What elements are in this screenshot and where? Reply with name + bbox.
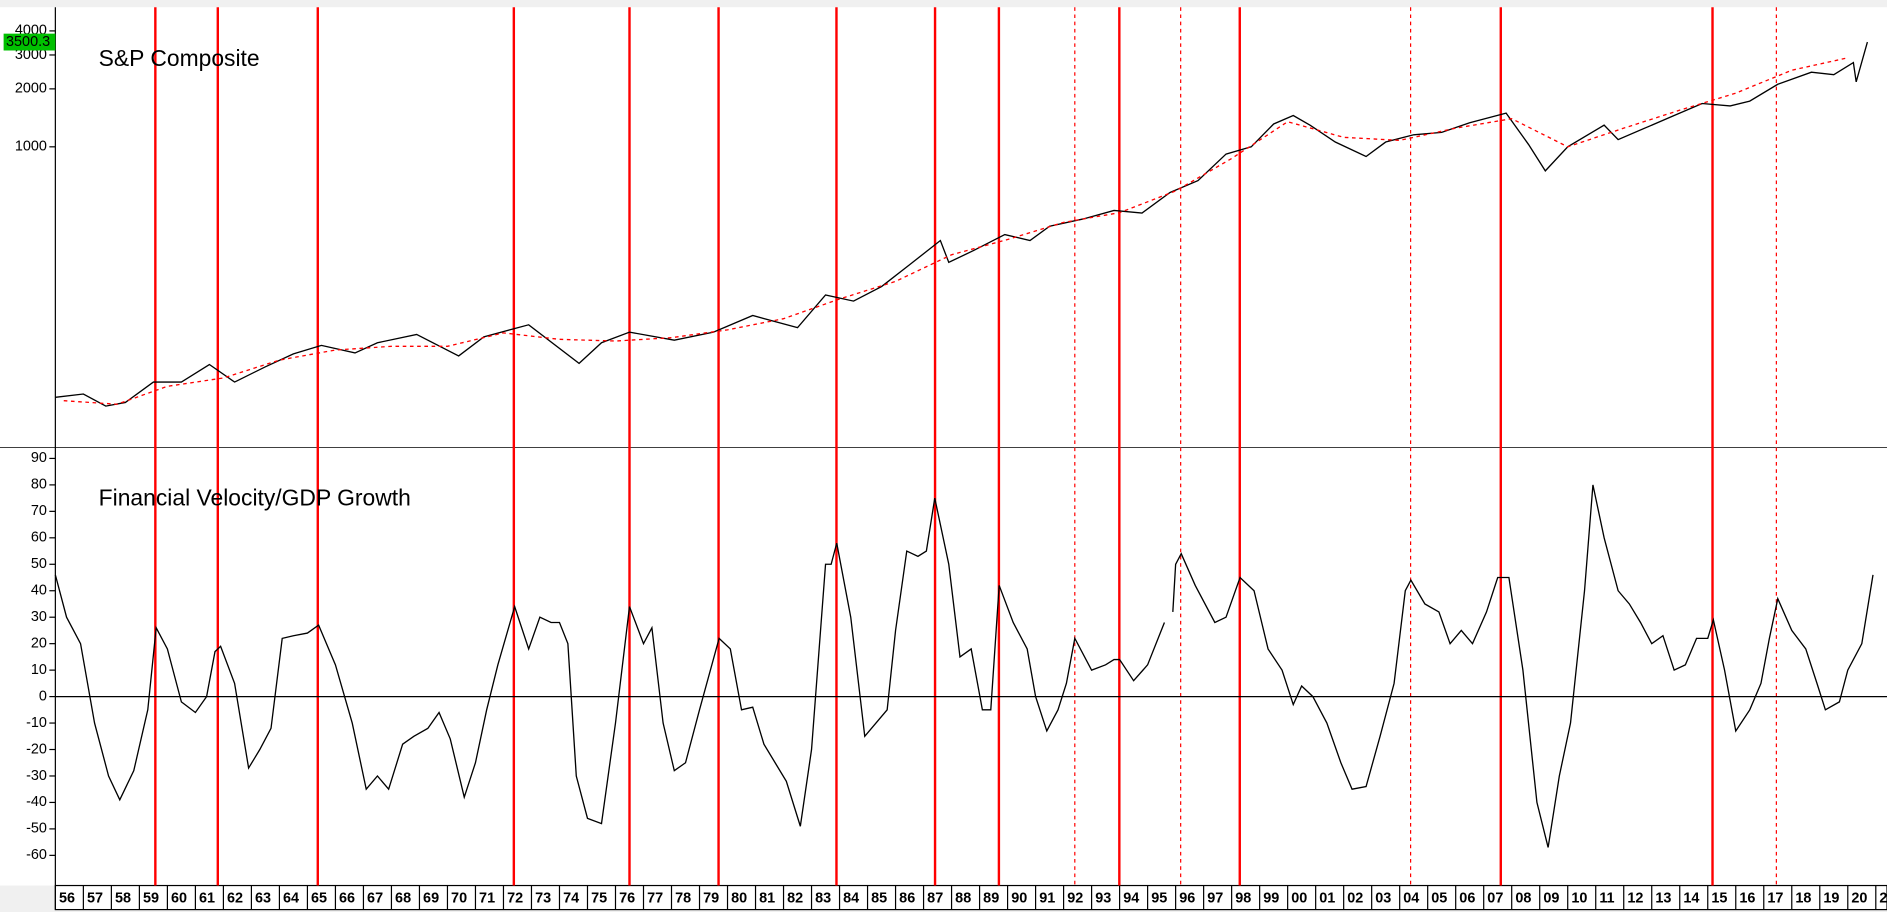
x-tick-label: 04 (1403, 891, 1419, 907)
x-tick-label: 83 (815, 891, 831, 907)
y-tick-label: -60 (26, 847, 47, 863)
x-tick-label: 62 (227, 891, 243, 907)
x-tick-label: 71 (479, 891, 495, 907)
y-tick-label: -30 (26, 768, 47, 784)
x-tick-label: 10 (1571, 891, 1587, 907)
x-tick-label: 86 (899, 891, 915, 907)
x-tick-label: 73 (535, 891, 551, 907)
x-tick-label: 80 (731, 891, 747, 907)
x-tick-label: 2 (1879, 891, 1887, 907)
x-tick-label: 69 (423, 891, 439, 907)
x-tick-label: 57 (87, 891, 103, 907)
x-tick-label: 18 (1795, 891, 1811, 907)
x-tick-label: 08 (1515, 891, 1531, 907)
x-tick-label: 56 (59, 891, 75, 907)
y-tick-label: 30 (31, 609, 47, 625)
average-line (63, 57, 1848, 405)
x-tick-label: 09 (1543, 891, 1559, 907)
x-tick-label: 95 (1151, 891, 1167, 907)
x-tick-label: 76 (619, 891, 635, 907)
y-tick-label: 90 (31, 450, 47, 466)
x-tick-label: 59 (143, 891, 159, 907)
x-tick-label: 92 (1067, 891, 1083, 907)
x-tick-label: 64 (283, 891, 299, 907)
last-value-badge (3, 33, 56, 51)
x-tick-label: 65 (311, 891, 327, 907)
x-tick-label: 07 (1487, 891, 1503, 907)
data-line (1172, 484, 1874, 848)
chart-title: S&P Composite (99, 45, 260, 71)
x-tick-label: 01 (1319, 891, 1335, 907)
x-tick-label: 94 (1123, 891, 1139, 907)
x-tick-label: 88 (955, 891, 971, 907)
x-tick-label: 03 (1375, 891, 1391, 907)
y-tick-label: 20 (31, 635, 47, 651)
x-tick-label: 06 (1459, 891, 1475, 907)
chart-title: Financial Velocity/GDP Growth (99, 484, 411, 510)
x-tick-label: 87 (927, 891, 943, 907)
x-axis-strip (54, 884, 1887, 911)
x-tick-label: 70 (451, 891, 467, 907)
y-tick-label: -50 (26, 821, 47, 837)
y-tick-label: 3000 (15, 47, 47, 63)
x-tick-label: 75 (591, 891, 607, 907)
x-tick-label: 11 (1599, 891, 1614, 907)
x-tick-label: 12 (1627, 891, 1643, 907)
x-tick-label: 68 (395, 891, 411, 907)
x-tick-label: 74 (563, 891, 579, 907)
x-tick-label: 79 (703, 891, 719, 907)
plot-background (0, 7, 1887, 886)
y-tick-label: 50 (31, 556, 47, 572)
x-tick-label: 77 (647, 891, 663, 907)
x-tick-label: 93 (1095, 891, 1111, 907)
x-tick-label: 13 (1655, 891, 1671, 907)
x-tick-label: 96 (1179, 891, 1195, 907)
x-tick-label: 72 (507, 891, 523, 907)
x-tick-label: 98 (1235, 891, 1251, 907)
x-tick-label: 99 (1263, 891, 1279, 907)
last-value-label: 3500.3 (6, 34, 50, 50)
x-tick-label: 61 (199, 891, 215, 907)
x-tick-label: 58 (115, 891, 131, 907)
y-tick-label: 10 (31, 662, 47, 678)
y-tick-label: 1000 (15, 139, 47, 155)
x-tick-label: 91 (1039, 891, 1055, 907)
y-tick-label: 60 (31, 530, 47, 546)
y-tick-label: 80 (31, 477, 47, 493)
y-tick-label: -10 (26, 715, 47, 731)
y-tick-label: 70 (31, 503, 47, 519)
x-tick-label: 05 (1431, 891, 1447, 907)
x-tick-label: 81 (759, 891, 775, 907)
x-tick-label: 82 (787, 891, 803, 907)
x-tick-label: 17 (1767, 891, 1783, 907)
x-tick-label: 00 (1291, 891, 1307, 907)
x-tick-label: 97 (1207, 891, 1223, 907)
y-tick-label: 0 (39, 688, 47, 704)
x-tick-label: 16 (1739, 891, 1755, 907)
y-tick-label: 2000 (15, 81, 47, 97)
x-tick-label: 90 (1011, 891, 1027, 907)
x-tick-label: 66 (339, 891, 355, 907)
x-tick-label: 15 (1711, 891, 1727, 907)
x-tick-label: 20 (1851, 891, 1867, 907)
y-tick-label: -20 (26, 741, 47, 757)
x-tick-label: 19 (1823, 891, 1839, 907)
x-tick-label: 89 (983, 891, 999, 907)
x-tick-label: 67 (367, 891, 383, 907)
x-tick-label: 63 (255, 891, 271, 907)
x-tick-label: 02 (1347, 891, 1363, 907)
x-tick-label: 14 (1683, 891, 1699, 907)
y-tick-label: -40 (26, 794, 47, 810)
x-tick-label: 84 (843, 891, 859, 907)
data-line (54, 497, 1166, 827)
y-tick-label: 40 (31, 583, 47, 599)
x-tick-label: 85 (871, 891, 887, 907)
x-tick-label: 60 (171, 891, 187, 907)
x-tick-label: 78 (675, 891, 691, 907)
